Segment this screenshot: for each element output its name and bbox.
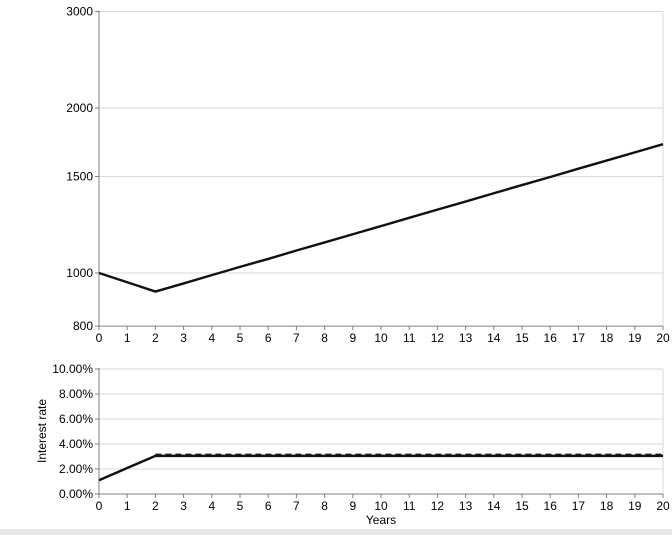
y-tick-label: 10.00% (52, 362, 93, 376)
x-tick-label: 8 (321, 499, 328, 513)
x-tick-label: 17 (572, 499, 586, 513)
x-tick-label: 18 (600, 331, 614, 345)
value-chart-gridlines (99, 11, 664, 327)
x-tick-label: 6 (265, 499, 272, 513)
x-axis-title: Years (366, 513, 396, 527)
series-interest-rate (98, 454, 663, 482)
x-tick-label: 10 (374, 331, 388, 345)
x-tick-label: 17 (572, 331, 586, 345)
x-tick-label: 16 (544, 499, 558, 513)
rate-chart-gridlines (99, 368, 664, 494)
x-tick-label: 5 (237, 331, 244, 345)
x-tick-label: 12 (431, 499, 445, 513)
value-chart-y-tick-labels: 3000 2000 1500 1000 800 (66, 5, 93, 334)
y-tick-label: 8.00% (59, 387, 93, 401)
value-chart-x-tick-marks (98, 326, 664, 331)
y-tick-label: 3000 (66, 5, 93, 19)
series-investment-value (98, 143, 664, 293)
x-tick-label: 10 (374, 499, 388, 513)
investment-value-line (98, 143, 664, 293)
x-tick-label: 2 (152, 331, 159, 345)
x-tick-label: 19 (628, 499, 642, 513)
x-tick-label: 7 (293, 499, 300, 513)
x-tick-label: 9 (349, 499, 356, 513)
x-tick-label: 5 (237, 499, 244, 513)
value-chart-x-tick-labels: 0 1 2 3 4 5 6 7 8 9 10 11 12 13 14 15 16 17 18 19 20 (96, 331, 670, 345)
y-axis-title: Interest rate (35, 399, 49, 463)
x-tick-label: 20 (656, 331, 670, 345)
x-tick-label: 1 (124, 331, 131, 345)
x-tick-label: 14 (487, 499, 501, 513)
y-tick-label: 1500 (66, 170, 93, 184)
x-tick-label: 16 (544, 331, 558, 345)
x-tick-label: 15 (515, 331, 529, 345)
y-tick-label: 4.00% (59, 437, 93, 451)
x-tick-label: 14 (487, 331, 501, 345)
y-tick-label: 800 (73, 319, 93, 333)
y-tick-label: 6.00% (59, 412, 93, 426)
x-tick-label: 11 (403, 499, 416, 513)
value-chart-y-tick-marks (95, 11, 99, 327)
rate-chart-axes (98, 368, 663, 495)
x-tick-label: 3 (180, 499, 187, 513)
x-tick-label: 0 (96, 331, 103, 345)
x-tick-label: 3 (180, 331, 187, 345)
x-tick-label: 11 (403, 331, 416, 345)
x-tick-label: 12 (431, 331, 445, 345)
x-tick-label: 13 (459, 499, 473, 513)
rate-chart-y-tick-labels: 10.00% 8.00% 6.00% 4.00% 2.00% 0.00% (52, 362, 93, 501)
x-tick-label: 4 (208, 499, 215, 513)
x-tick-label: 15 (515, 499, 529, 513)
y-tick-label: 0.00% (59, 487, 93, 501)
y-tick-label: 2.00% (59, 462, 93, 476)
interest-rate-line (98, 453, 663, 482)
rate-chart-x-tick-labels: 0 1 2 3 4 5 6 7 8 9 10 11 12 13 14 15 16 17 18 19 20 (96, 499, 670, 513)
rate-chart-x-tick-marks (98, 494, 664, 498)
x-tick-label: 2 (152, 499, 159, 513)
y-tick-label: 1000 (66, 266, 93, 280)
x-tick-label: 4 (208, 331, 215, 345)
x-tick-label: 1 (124, 499, 131, 513)
window-bottom-strip (0, 529, 672, 535)
x-tick-label: 19 (628, 331, 642, 345)
x-tick-label: 6 (265, 331, 272, 345)
x-tick-label: 7 (293, 331, 300, 345)
x-tick-label: 0 (96, 499, 103, 513)
x-tick-label: 8 (321, 331, 328, 345)
y-tick-label: 2000 (66, 101, 93, 115)
x-tick-label: 13 (459, 331, 473, 345)
rate-chart-y-tick-marks (95, 368, 99, 495)
x-tick-label: 20 (656, 499, 670, 513)
x-tick-label: 9 (349, 331, 356, 345)
x-tick-label: 18 (600, 499, 614, 513)
